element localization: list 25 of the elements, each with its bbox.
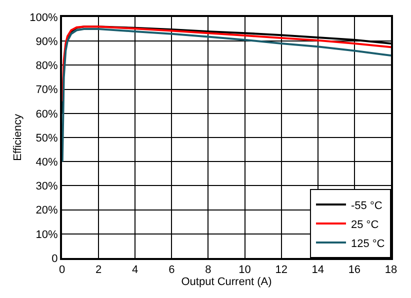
y-tick-label: 80% xyxy=(36,60,58,72)
x-tick-label: 10 xyxy=(238,264,251,276)
y-axis-title: Efficiency xyxy=(12,114,24,161)
y-tick-label: 60% xyxy=(36,108,58,120)
y-tick-label: 70% xyxy=(36,84,58,96)
y-tick-label: 20% xyxy=(36,204,58,217)
y-tick-label: 100% xyxy=(30,12,58,24)
x-tick-label: 18 xyxy=(384,264,398,276)
y-tick-label: 10% xyxy=(36,228,58,241)
y-tick-label: 30% xyxy=(36,180,58,193)
x-tick-label: 12 xyxy=(275,264,288,276)
legend-label: 125 °C xyxy=(351,238,385,250)
legend-label: -55 °C xyxy=(351,200,382,212)
x-tick-label: 2 xyxy=(95,264,102,276)
x-tick-label: 6 xyxy=(168,264,175,276)
x-tick-label: 8 xyxy=(205,264,212,276)
y-tick-label: 90% xyxy=(36,36,58,48)
y-tick-label: 40% xyxy=(36,156,58,168)
y-tick-label: 0 xyxy=(52,252,58,265)
x-tick-label: 14 xyxy=(312,264,324,276)
x-tick-label: 4 xyxy=(132,264,138,276)
x-axis-title: Output Current (A) xyxy=(181,276,272,288)
legend-label: 25 °C xyxy=(351,218,379,231)
x-tick-label: 16 xyxy=(348,264,361,276)
y-tick-label: 50% xyxy=(36,132,58,144)
